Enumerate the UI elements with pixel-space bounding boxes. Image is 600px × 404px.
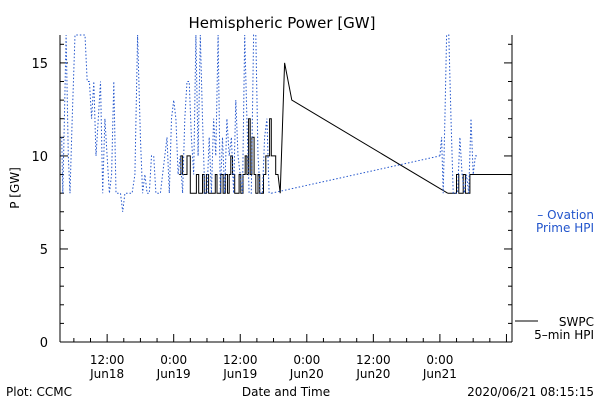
y-axis-label: P [GW] xyxy=(8,167,22,209)
x-tick-date-label: Jun18 xyxy=(89,367,124,381)
x-tick-date-label: Jun21 xyxy=(422,367,457,381)
x-tick-date-label: Jun20 xyxy=(289,367,324,381)
footer-plot-source: Plot: CCMC xyxy=(6,385,72,399)
plot-frame xyxy=(59,35,513,343)
series-swpc-line-late xyxy=(447,174,512,194)
x-tick-date-label: Jun19 xyxy=(222,367,257,381)
series-swpc-line xyxy=(179,62,448,194)
y-tick-label: 0 xyxy=(40,336,48,351)
legend-ovation-line1: – Ovation xyxy=(537,208,594,222)
x-tick-label: 0:00 xyxy=(293,353,320,367)
y-tick-label: 10 xyxy=(31,150,48,165)
series-layer xyxy=(61,34,512,212)
x-tick-label: 0:00 xyxy=(426,353,453,367)
x-tick-date-label: Jun20 xyxy=(355,367,390,381)
x-tick-date-label: Jun19 xyxy=(156,367,191,381)
legend-swpc-line2: 5–min HPI xyxy=(534,328,594,342)
x-tick-label: 0:00 xyxy=(160,353,187,367)
x-tick-label: 12:00 xyxy=(90,353,125,367)
y-axis-ticks: 0 5 10 15 xyxy=(31,43,512,351)
x-axis-label: Date and Time xyxy=(242,385,330,399)
series-ovation-bridge xyxy=(271,155,441,194)
legend-swpc-line1: SWPC xyxy=(559,315,594,329)
x-tick-label: 12:00 xyxy=(223,353,258,367)
legend-ovation: – Ovation Prime HPI xyxy=(536,208,594,235)
series-ovation-line xyxy=(61,34,272,212)
y-tick-label: 5 xyxy=(40,243,48,258)
y-tick-label: 15 xyxy=(31,57,48,72)
chart-title: Hemispheric Power [GW] xyxy=(189,14,376,32)
legend-swpc: SWPC 5–min HPI xyxy=(515,315,594,342)
x-axis-ticks: 12:00Jun180:00Jun1912:00Jun190:00Jun2012… xyxy=(73,334,507,381)
legend-ovation-line2: Prime HPI xyxy=(536,221,594,235)
series-ovation-line-late xyxy=(439,34,478,194)
footer-timestamp: 2020/06/21 08:15:15 xyxy=(467,385,594,399)
x-tick-label: 12:00 xyxy=(356,353,391,367)
